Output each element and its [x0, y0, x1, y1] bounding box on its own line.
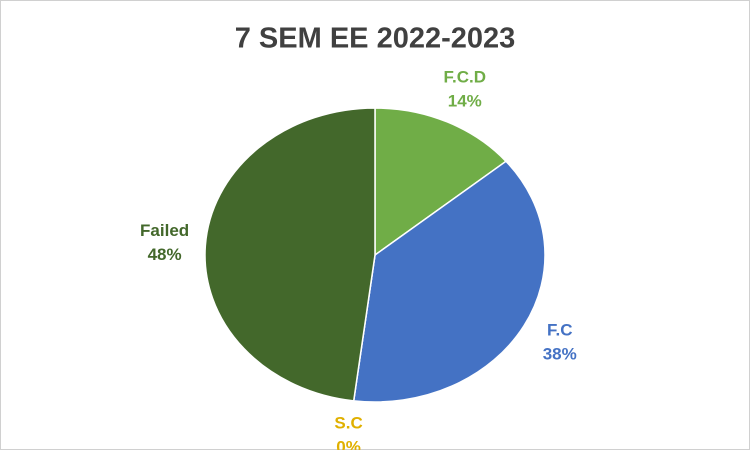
slice-value-label: 48% [148, 245, 182, 264]
chart-title: 7 SEM EE 2022-2023 [235, 23, 516, 55]
pie-slice [374, 107, 508, 257]
slice-value-label: 38% [543, 344, 577, 363]
slice-label: S.C [334, 413, 362, 432]
slice-value-label: 14% [448, 92, 482, 111]
slice-label: F.C [547, 320, 573, 339]
slice-value-label: 0% [336, 437, 361, 450]
slice-label: F.C.D [444, 68, 487, 87]
pie-slice [352, 160, 546, 403]
pie-slice [204, 107, 376, 402]
slice-label: Failed [140, 221, 189, 240]
